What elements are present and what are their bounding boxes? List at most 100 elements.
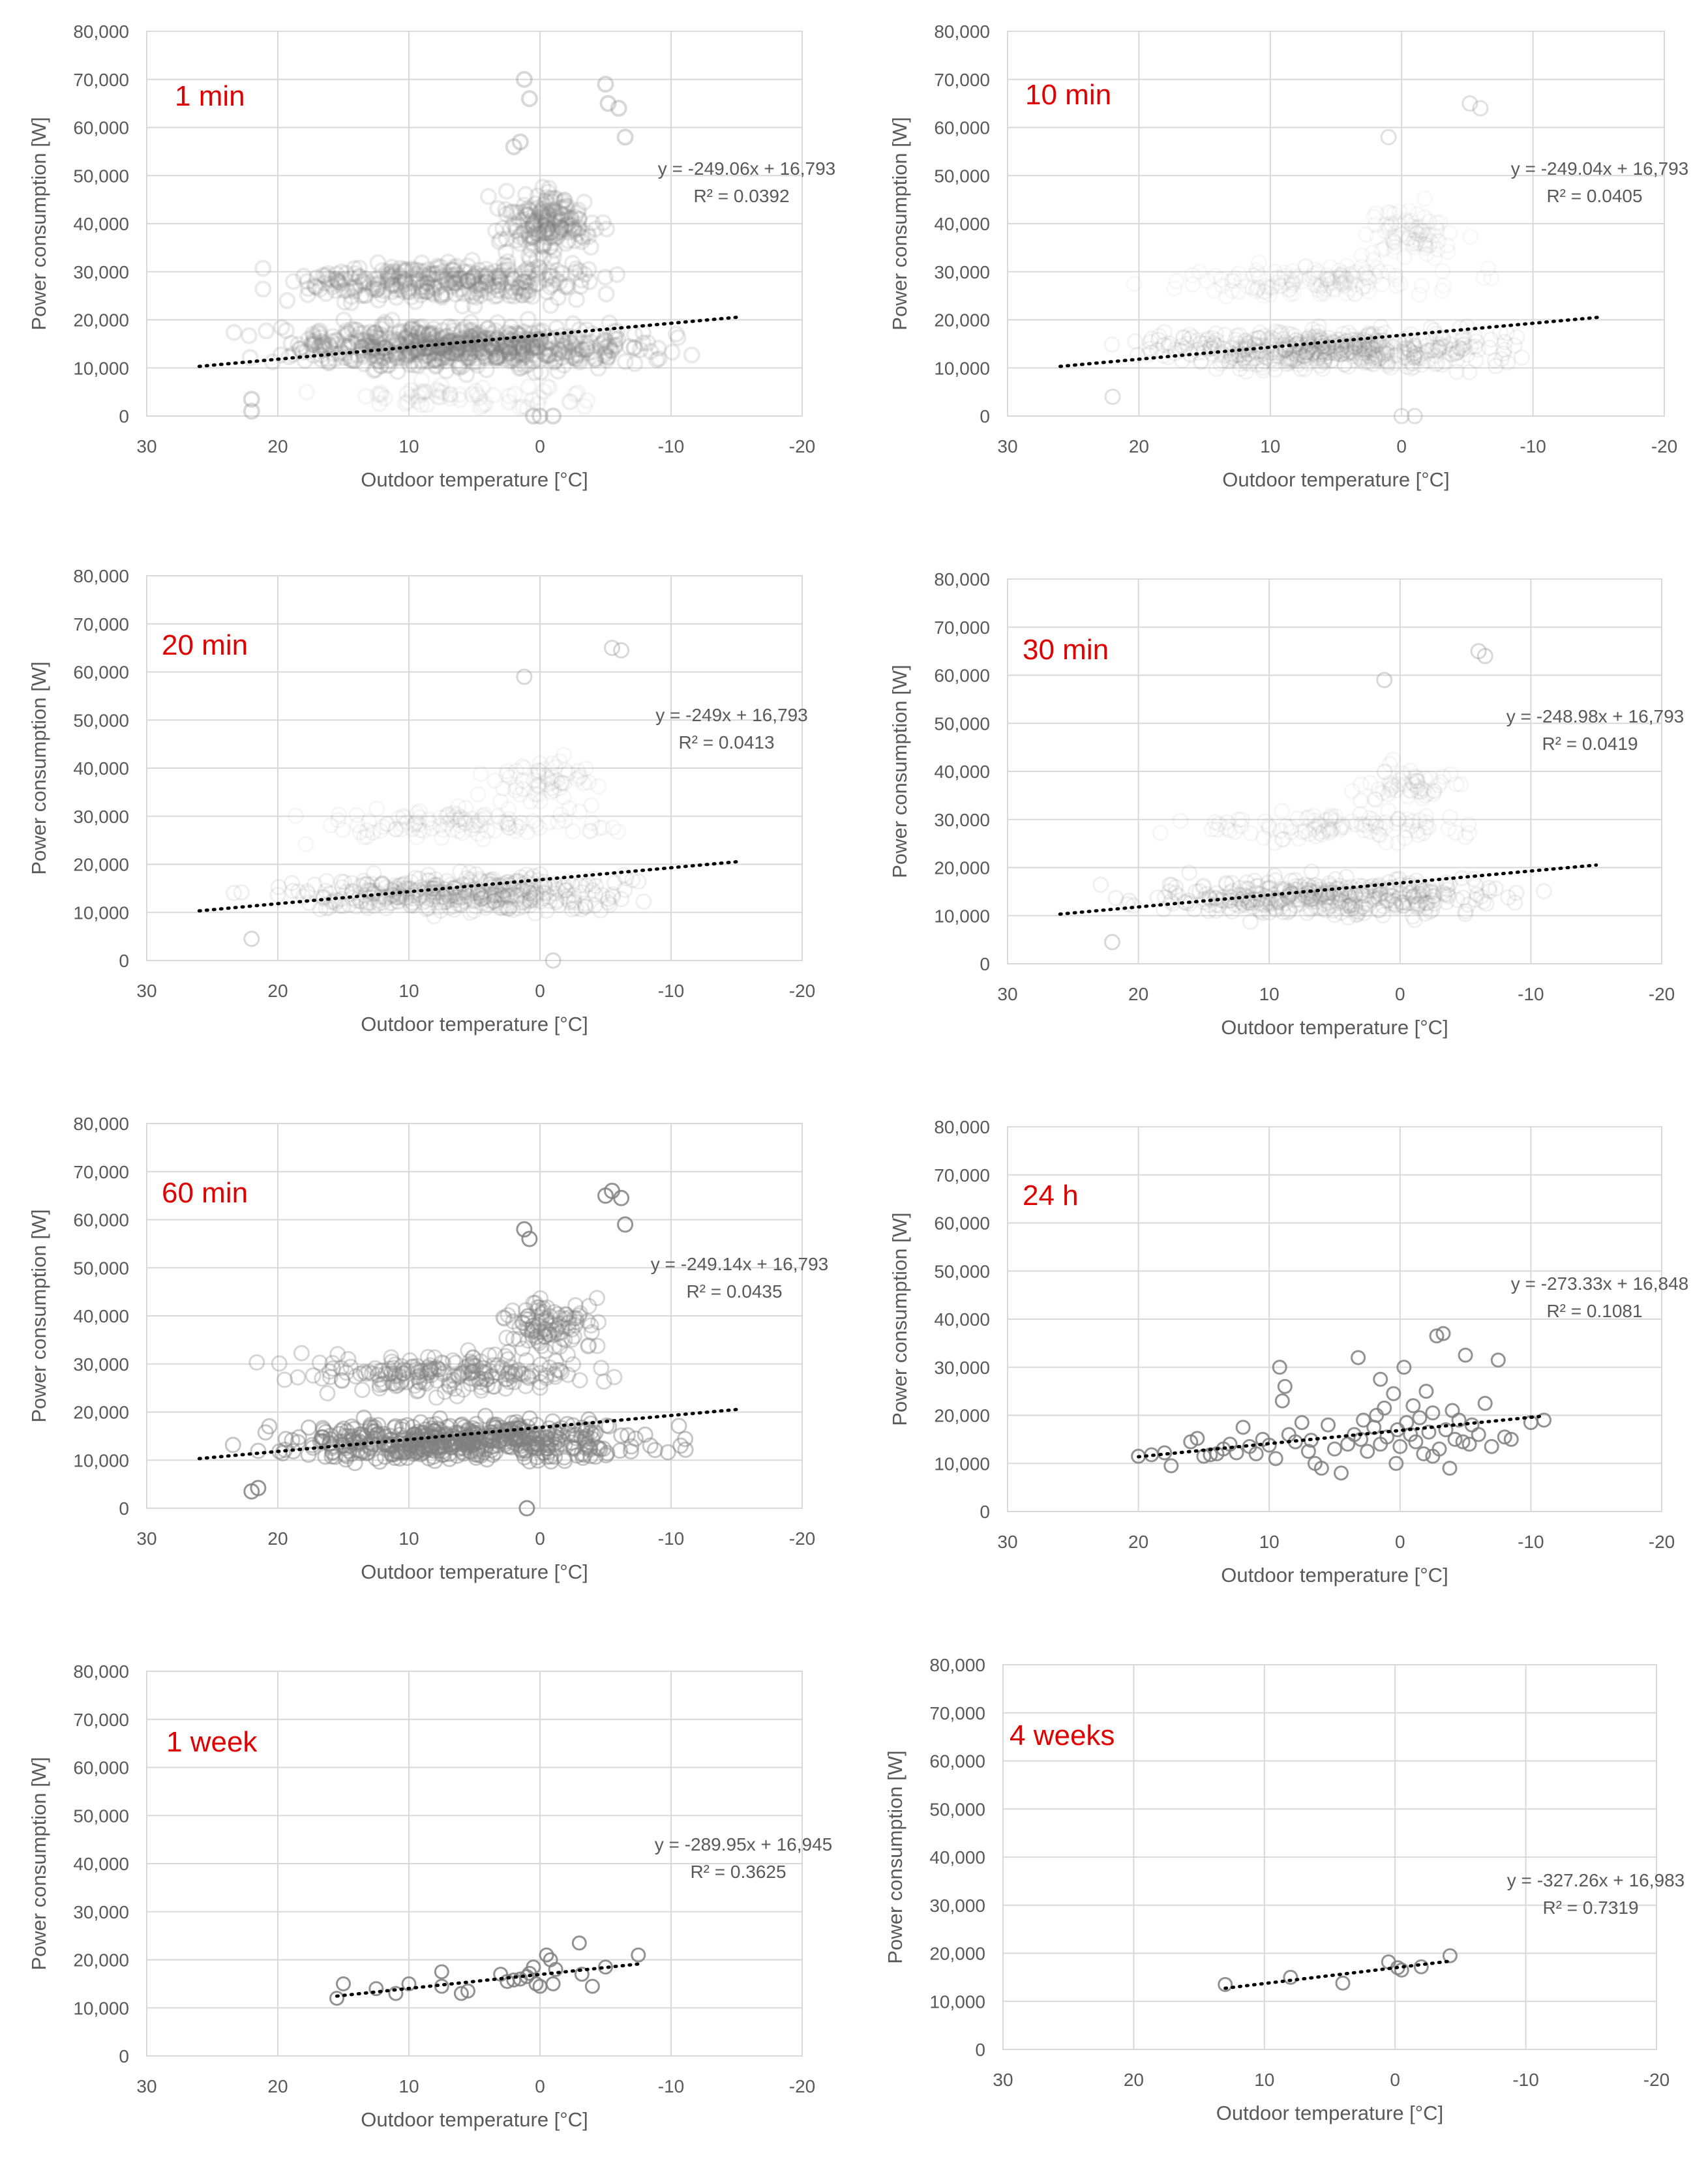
data-point — [1304, 344, 1321, 361]
data-point — [540, 346, 558, 364]
data-point — [581, 273, 598, 290]
data-point — [431, 331, 448, 348]
data-point — [1300, 343, 1317, 360]
data-point — [328, 336, 346, 353]
data-point — [545, 242, 563, 260]
data-point — [456, 893, 473, 910]
data-point — [297, 342, 315, 360]
data-point — [1338, 269, 1355, 286]
data-point — [517, 346, 534, 363]
data-point — [506, 350, 524, 368]
data-point — [1216, 326, 1233, 343]
data-point — [478, 896, 495, 913]
data-point — [396, 273, 413, 291]
data-point — [466, 346, 483, 364]
data-point — [517, 231, 534, 248]
data-point — [1362, 337, 1379, 354]
y-tick-label: 0 — [119, 1498, 129, 1519]
data-point — [1486, 352, 1503, 369]
data-point — [457, 344, 475, 362]
data-point — [639, 334, 657, 351]
data-point — [476, 334, 494, 351]
data-point — [443, 344, 461, 362]
data-point — [1341, 344, 1358, 361]
data-point — [1291, 334, 1308, 351]
data-point — [243, 391, 260, 408]
data-point — [1319, 271, 1335, 288]
data-point — [528, 250, 545, 268]
data-point — [359, 338, 376, 355]
data-point — [432, 894, 448, 911]
x-tick-label: 30 — [136, 436, 157, 456]
data-point — [560, 891, 577, 908]
data-point — [278, 291, 296, 309]
data-point — [298, 383, 316, 401]
data-point — [521, 230, 538, 247]
data-point — [502, 267, 520, 285]
data-point — [315, 889, 332, 906]
data-point — [577, 895, 593, 912]
data-point — [519, 356, 537, 374]
data-point — [1366, 356, 1382, 372]
data-point — [567, 900, 584, 917]
data-point — [445, 269, 462, 286]
data-point — [1181, 326, 1198, 343]
data-point — [543, 227, 561, 245]
data-point — [430, 353, 448, 370]
data-point — [448, 345, 466, 363]
data-point — [518, 331, 535, 348]
data-point — [1346, 336, 1362, 353]
data-point — [241, 349, 259, 366]
data-point — [512, 869, 529, 886]
data-point — [500, 340, 518, 358]
data-point — [338, 322, 355, 340]
data-point — [1310, 318, 1327, 335]
data-point — [1385, 232, 1401, 249]
data-point — [1433, 356, 1450, 373]
data-point — [372, 357, 390, 375]
data-point — [344, 279, 361, 297]
data-point — [333, 263, 350, 280]
data-point — [344, 890, 361, 907]
data-point — [306, 336, 323, 353]
data-point — [477, 268, 494, 286]
data-point — [1353, 247, 1370, 264]
data-point — [388, 889, 405, 905]
data-point — [428, 876, 445, 893]
data-point — [527, 224, 545, 242]
data-point — [1330, 262, 1347, 279]
data-point — [233, 884, 250, 901]
data-point — [1361, 348, 1378, 364]
data-point — [430, 278, 448, 295]
data-point — [345, 352, 363, 370]
data-point — [472, 887, 489, 904]
data-point — [402, 881, 419, 898]
data-point — [402, 320, 419, 338]
data-point — [486, 893, 503, 910]
data-point — [513, 895, 530, 911]
data-point — [1247, 336, 1263, 353]
data-point — [1375, 346, 1392, 363]
data-point — [1197, 335, 1214, 352]
y-axis-label: Power consumption [W] — [888, 1212, 911, 1425]
data-point — [597, 285, 615, 303]
data-point — [305, 328, 323, 346]
data-point — [537, 213, 555, 230]
data-point — [555, 357, 573, 374]
data-point — [416, 340, 433, 358]
data-point — [587, 220, 605, 237]
data-point — [547, 189, 564, 207]
data-point — [551, 204, 569, 222]
data-point — [323, 893, 340, 910]
data-point — [1324, 352, 1341, 369]
data-point — [1468, 333, 1485, 350]
data-point — [388, 281, 406, 298]
data-point — [1256, 283, 1273, 300]
data-point — [475, 347, 493, 365]
data-point — [1418, 246, 1435, 263]
data-point — [473, 890, 490, 907]
data-point — [545, 213, 563, 230]
data-point — [1207, 325, 1224, 342]
data-point — [515, 876, 532, 893]
data-point — [527, 338, 545, 356]
